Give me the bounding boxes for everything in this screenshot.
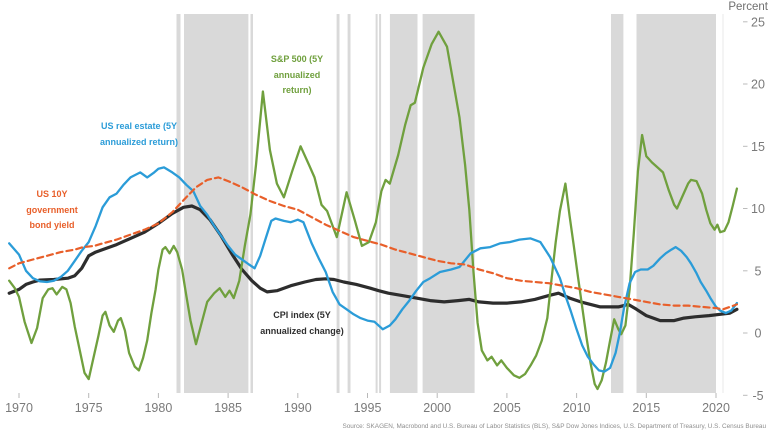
series-label-bond-yield: US 10Y government bond yield (6, 187, 98, 234)
series-label-line: annualized return) (99, 136, 178, 147)
y-tick-label: 10 (751, 202, 765, 216)
recession-band (336, 14, 340, 393)
y-tick-label: 5 (755, 264, 762, 278)
series-label-line: annualized (273, 69, 321, 80)
y-tick-label: -5 (752, 389, 763, 403)
source-note: Source: SKAGEN, Macrobond and U.S. Burea… (342, 423, 766, 430)
series-label-line: CPI index (5Y (273, 310, 331, 320)
x-tick-label: 1980 (144, 401, 172, 415)
x-tick-label: 2005 (493, 401, 521, 415)
y-tick-label: 0 (755, 327, 762, 341)
x-tick-label: 1995 (354, 401, 382, 415)
series-label-line: government (26, 204, 78, 215)
recession-band (422, 14, 475, 393)
series-label-line: S&P 500 (5Y (270, 54, 324, 64)
x-tick-label: 2010 (563, 401, 591, 415)
y-tick-label: 25 (751, 15, 765, 29)
x-tick-label: 2015 (632, 401, 660, 415)
series-label-line: annualized change) (260, 325, 344, 336)
series-label-line: US 10Y (36, 189, 68, 199)
recession-band (389, 14, 418, 393)
y-tick-label: 20 (751, 78, 765, 92)
y-tick-label: 15 (751, 140, 765, 154)
recession-band (375, 14, 378, 393)
recession-band (176, 14, 181, 393)
recession-band (184, 14, 249, 393)
x-tick-label: 1990 (284, 401, 312, 415)
x-tick-label: 1975 (75, 401, 103, 415)
line-s-p-500-5y-annualized-return (8, 30, 739, 391)
series-label-sp500: S&P 500 (5Y annualized return) (247, 52, 347, 99)
series-label-line: bond yield (29, 220, 75, 230)
x-tick-label: 2000 (423, 401, 451, 415)
recession-band (636, 14, 716, 393)
series-label-line: US real estate (5Y (100, 121, 178, 131)
x-tick-label: 1985 (214, 401, 242, 415)
x-tick-label: 2020 (702, 401, 730, 415)
line-us-10y-government-bond-yield (8, 176, 738, 311)
y-axis-title: Percent (728, 1, 768, 13)
line-us-real-estate-5y-annualized-return (8, 166, 739, 373)
series-label-cpi: CPI index (5Y annualized change) (240, 308, 364, 339)
recession-band (611, 14, 624, 393)
series-label-line: return) (282, 85, 312, 95)
series-label-real-estate: US real estate (5Y annualized return) (76, 119, 202, 150)
x-tick-label: 1970 (5, 401, 33, 415)
